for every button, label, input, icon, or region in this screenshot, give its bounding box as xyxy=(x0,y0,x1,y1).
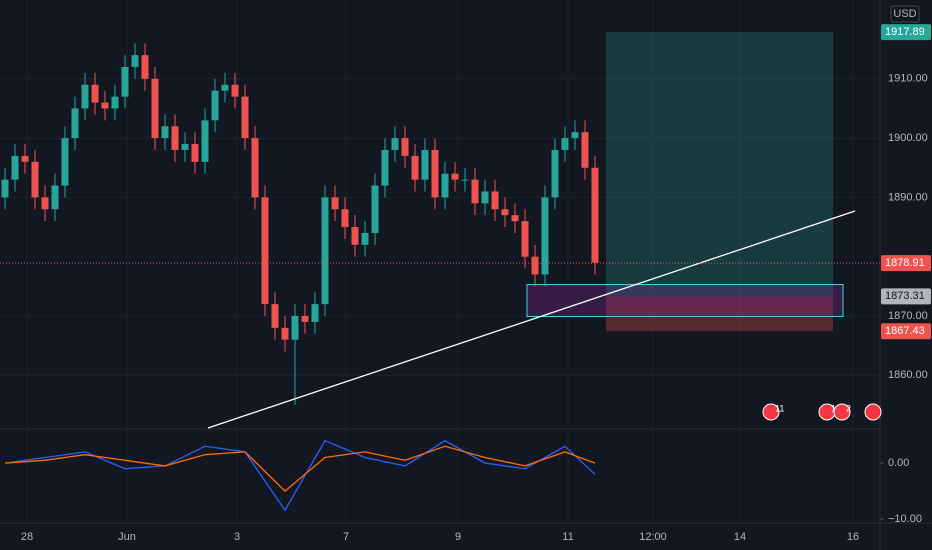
y-tick-label: 1890.00 xyxy=(888,191,928,203)
price-tag xyxy=(881,255,931,272)
candle-body xyxy=(461,179,469,181)
candle-body xyxy=(331,197,339,210)
candle-body xyxy=(351,227,359,245)
candle-body xyxy=(181,144,189,150)
candle-body xyxy=(341,209,349,228)
stop-zone xyxy=(606,296,833,332)
macd-line xyxy=(4,445,596,493)
candle-body xyxy=(31,161,39,198)
candle-body xyxy=(381,149,389,186)
price-tag-label: 1878.91 xyxy=(885,257,925,269)
y-tick-label: 1900.00 xyxy=(888,132,928,144)
candle-body xyxy=(421,149,429,180)
candle-body xyxy=(561,138,569,150)
x-tick-label: Jun xyxy=(118,531,136,543)
candle-body xyxy=(221,84,229,91)
candle-body xyxy=(121,66,129,97)
candle-body xyxy=(581,132,589,168)
candle-body xyxy=(81,84,89,109)
x-tick-label: 14 xyxy=(734,531,746,543)
candle-body xyxy=(71,108,79,139)
macd-line xyxy=(4,439,596,512)
zone-rectangle xyxy=(526,284,844,318)
candle-body xyxy=(231,84,239,97)
candle-body xyxy=(451,173,459,180)
candle-body xyxy=(161,126,169,139)
candle-body xyxy=(301,315,309,322)
candle-body xyxy=(471,179,479,204)
candle-body xyxy=(41,197,49,210)
y-tick-label: 1910.00 xyxy=(888,73,928,85)
candle-body xyxy=(361,232,369,245)
candle-body xyxy=(131,55,139,67)
candle-body xyxy=(111,96,119,109)
candle-body xyxy=(291,315,299,340)
candle-body xyxy=(201,120,209,162)
event-icon xyxy=(833,403,851,421)
currency-box[interactable] xyxy=(890,5,920,23)
target-zone xyxy=(606,32,833,297)
candle-body xyxy=(481,191,489,204)
candle-body xyxy=(171,126,179,150)
trendline xyxy=(207,210,856,429)
candle-body xyxy=(51,185,59,210)
candle-body xyxy=(441,173,449,198)
candle-body xyxy=(541,197,549,275)
candle-body xyxy=(211,90,219,121)
candle-body xyxy=(281,327,289,340)
candle-body xyxy=(531,256,539,275)
candle-body xyxy=(401,138,409,156)
x-tick-label: 3 xyxy=(234,531,240,543)
price-tag-label: 1867.43 xyxy=(885,325,925,337)
candle-body xyxy=(191,144,199,162)
candle-body xyxy=(271,304,279,328)
event-label: 2 xyxy=(846,403,851,413)
y-tick-label: 0.00 xyxy=(888,457,909,469)
y-tick-label: 1860.00 xyxy=(888,369,928,381)
y-tick-label: 1870.00 xyxy=(888,310,928,322)
candle-body xyxy=(11,155,19,180)
x-tick-label: 7 xyxy=(343,531,349,543)
candle-body xyxy=(151,78,159,139)
candle-body xyxy=(21,155,29,162)
candle-body xyxy=(371,185,379,233)
event-icon xyxy=(864,403,882,421)
y-tick-label: −10.00 xyxy=(888,513,922,525)
price-tag-label: 1873.31 xyxy=(885,290,925,302)
event-label: 11 xyxy=(775,403,784,413)
candle-body xyxy=(501,209,509,216)
candle-body xyxy=(491,191,499,210)
event-icon xyxy=(762,403,780,421)
candle-body xyxy=(411,155,419,180)
candle-body xyxy=(1,179,9,198)
price-tag xyxy=(881,24,931,41)
candle-body xyxy=(571,132,579,139)
x-tick-label: 16 xyxy=(847,531,859,543)
candle-body xyxy=(251,138,259,198)
candle-body xyxy=(591,167,599,263)
candle-body xyxy=(551,149,559,198)
candle-body xyxy=(391,138,399,150)
candle-body xyxy=(431,149,439,198)
candle-body xyxy=(261,197,269,305)
candle-body xyxy=(101,102,109,109)
candle-body xyxy=(241,96,249,139)
candle-body xyxy=(141,55,149,79)
candle-body xyxy=(311,304,319,322)
candle-body xyxy=(61,138,69,186)
candle-body xyxy=(321,197,329,305)
candle-body xyxy=(91,84,99,103)
candle-body xyxy=(521,221,529,257)
x-tick-label: 9 xyxy=(455,531,461,543)
x-tick-label: 11 xyxy=(562,531,573,543)
price-tag-label: 1917.89 xyxy=(885,26,925,38)
price-tag xyxy=(881,323,931,340)
x-tick-label: 28 xyxy=(21,531,33,543)
x-tick-label: 12:00 xyxy=(639,531,667,543)
currency: USD xyxy=(893,8,916,20)
price-tag xyxy=(881,288,931,305)
candle-body xyxy=(511,215,519,222)
